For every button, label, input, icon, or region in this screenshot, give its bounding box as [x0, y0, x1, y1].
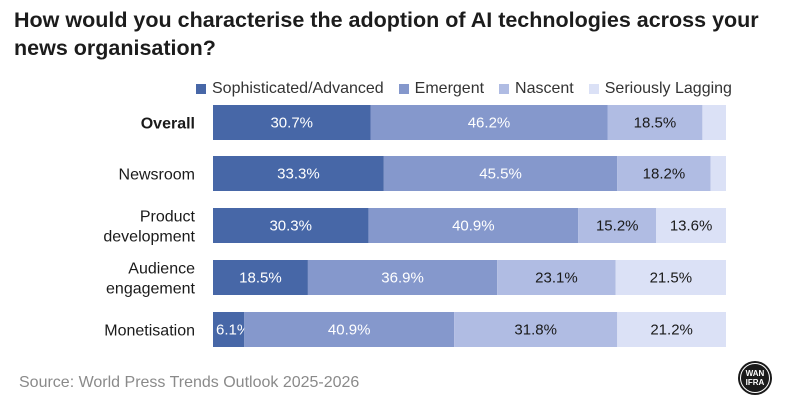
data-label: 40.9% [328, 322, 371, 339]
legend-label-emergent: Emergent [414, 80, 485, 97]
data-label: 18.2% [643, 166, 686, 183]
data-label: 30.7% [270, 115, 313, 132]
bar-segment-lagging [702, 105, 726, 140]
data-label: 21.5% [650, 270, 693, 287]
category-label: Monetisation [104, 323, 195, 340]
bar-segment-emergent [244, 312, 455, 347]
category-label: Product development [103, 209, 195, 246]
category-label: Newsroom [119, 167, 195, 184]
svg-text:WAN: WAN [746, 369, 765, 378]
bar-segment-sophisticated [213, 208, 369, 243]
legend-swatch-nascent [499, 84, 510, 94]
bar-segment-lagging [617, 312, 726, 347]
legend-swatch-lagging [588, 84, 599, 94]
bar-segment-nascent [617, 156, 711, 191]
legend-item-nascent: Nascent [499, 80, 574, 98]
bar-segment-emergent [370, 105, 608, 140]
legend-label-nascent: Nascent [515, 80, 574, 97]
data-label: 18.5% [634, 115, 677, 132]
category-label: Overall [141, 116, 195, 133]
legend-item-emergent: Emergent [398, 80, 485, 98]
data-label: 23.1% [535, 270, 578, 287]
data-label: 15.2% [596, 218, 639, 235]
legend-item-sophisticated: Sophisticated/Advanced [196, 80, 384, 98]
data-label: 40.9% [452, 218, 495, 235]
data-label: 36.9% [381, 270, 424, 287]
bar-segment-nascent [497, 260, 616, 295]
data-label: 45.5% [479, 166, 522, 183]
bar-segment-emergent [307, 260, 498, 295]
svg-text:IFRA: IFRA [746, 378, 765, 387]
bar-segment-lagging [710, 156, 726, 191]
bar-segment-lagging [615, 260, 726, 295]
legend-item-lagging: Seriously Lagging [588, 80, 732, 98]
data-label: 21.2% [650, 322, 693, 339]
bar-segment-emergent [383, 156, 618, 191]
legend-label-sophisticated: Sophisticated/Advanced [212, 80, 384, 97]
data-label: 18.5% [239, 270, 282, 287]
chart-legend: Sophisticated/Advanced Emergent Nascent … [196, 79, 747, 99]
data-label: 30.3% [269, 218, 312, 235]
legend-label-lagging: Seriously Lagging [604, 80, 732, 97]
source-note: Source: World Press Trends Outlook 2025-… [19, 374, 360, 391]
data-label: 31.8% [514, 322, 557, 339]
bar-segment-nascent [607, 105, 703, 140]
data-label: 46.2% [468, 115, 511, 132]
legend-swatch-emergent [398, 84, 409, 94]
bar-segment-sophisticated [213, 156, 384, 191]
bar-segment-nascent [578, 208, 657, 243]
bar-segment-nascent [454, 312, 618, 347]
legend-swatch-sophisticated [196, 84, 206, 94]
wan-ifra-logo-icon: WAN IFRA [738, 361, 772, 395]
bar-segment-lagging [656, 208, 726, 243]
bar-segment-emergent [368, 208, 579, 243]
data-label: 6.1% [216, 322, 250, 339]
data-label: 33.3% [277, 166, 320, 183]
chart-title: How would you characterise the adoption … [14, 8, 759, 60]
bar-segment-sophisticated [213, 312, 245, 347]
data-label: 13.6% [670, 218, 713, 235]
bar-segment-sophisticated [213, 260, 308, 295]
category-label: Audience engagement [106, 261, 196, 298]
bar-segment-sophisticated [213, 105, 371, 140]
